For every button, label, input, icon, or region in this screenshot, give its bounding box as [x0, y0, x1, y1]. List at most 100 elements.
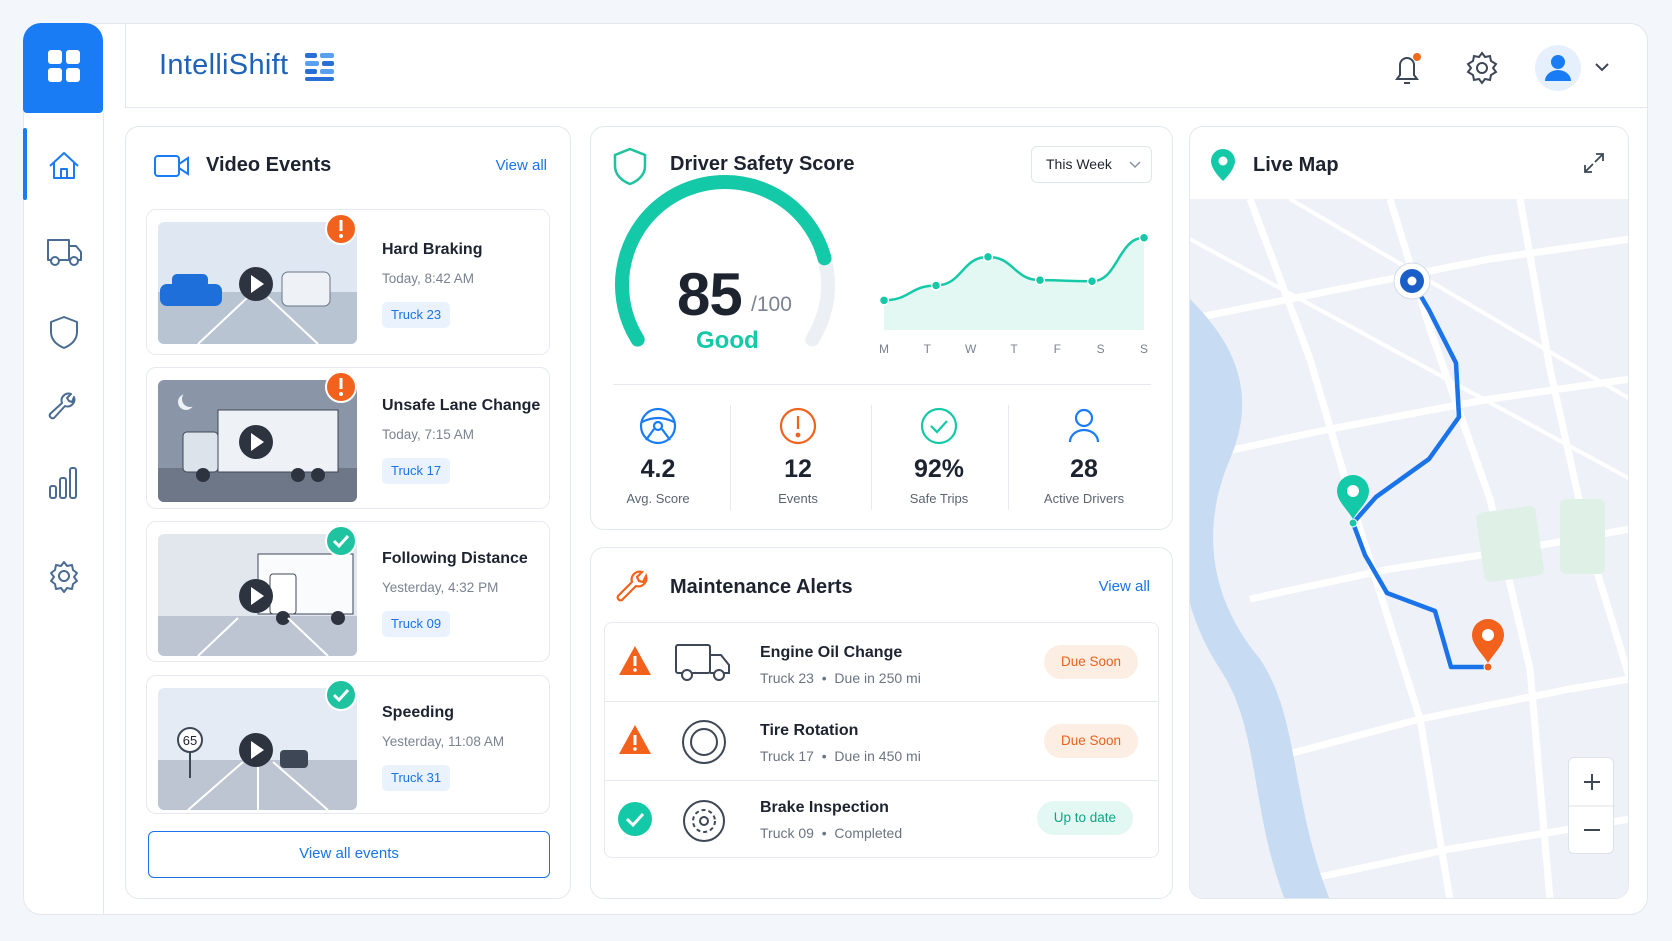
stat-label: Active Drivers: [1043, 491, 1125, 506]
ok-icon: [618, 802, 652, 836]
user-menu[interactable]: [1535, 45, 1609, 91]
score-rating: Good: [696, 327, 759, 354]
alert-badge: [325, 213, 357, 245]
alert-detail: Truck 23 • Due in 250 mi: [760, 670, 921, 686]
stat-label: Avg. Score: [626, 491, 690, 506]
event-title: Unsafe Lane Change: [382, 397, 541, 414]
sidebar-nav[interactable]: [44, 140, 84, 600]
app-logo[interactable]: [23, 23, 103, 113]
view-all-link[interactable]: View all: [495, 157, 547, 174]
truck-icon[interactable]: [47, 239, 82, 266]
divider: [871, 405, 872, 510]
stat-value: 12: [784, 455, 812, 483]
pin-icon: [1211, 149, 1235, 181]
event-title: Following Distance: [382, 550, 528, 567]
truck-tag[interactable]: Truck 09: [382, 611, 451, 637]
status-badge: Due Soon: [1043, 724, 1138, 758]
stat-value: 92%: [913, 455, 965, 483]
event-thumbnail: [158, 534, 357, 656]
alert-due: Due in 450 mi: [834, 748, 921, 764]
event-time: Yesterday, 11:08 AM: [382, 734, 505, 749]
river: [1190, 299, 1330, 898]
divider: [730, 405, 731, 510]
video-event-item[interactable]: 65 Speeding Yesterday, 11:08 AM Truck 31: [146, 675, 550, 814]
header-actions[interactable]: [1385, 45, 1635, 93]
warning-icon: [619, 725, 651, 754]
alert-truck: Truck 17: [760, 748, 814, 764]
event-thumbnail: 65: [158, 688, 357, 810]
maintenance-title: Maintenance Alerts: [670, 576, 853, 598]
brand-icon: [305, 53, 334, 81]
truck-tag[interactable]: Truck 31: [382, 765, 451, 791]
status-badge: Due Soon: [1043, 645, 1138, 679]
stat-label: Safe Trips: [909, 491, 969, 506]
alert-due: Completed: [834, 825, 903, 841]
logo-icon: [48, 50, 80, 82]
gauge: [615, 174, 835, 347]
score-value: 85: [677, 261, 743, 328]
alert-due: Due in 250 mi: [834, 670, 921, 686]
status-badge: Up to date: [1036, 801, 1133, 835]
alert-title: Engine Oil Change: [760, 644, 903, 661]
header: [125, 23, 1648, 108]
event-thumbnail: [158, 222, 357, 344]
video-events-title: Video Events: [206, 154, 332, 176]
alert-truck: Truck 23: [760, 670, 814, 686]
zoom-control: [1568, 757, 1615, 854]
safety-icon[interactable]: [50, 316, 78, 349]
view-all-events-button[interactable]: View all events: [148, 831, 550, 878]
chevron: [1129, 161, 1141, 169]
truck-tag[interactable]: Truck 23: [382, 302, 451, 328]
live-map-card: Live Map: [1189, 126, 1629, 899]
event-time: Today, 8:42 AM: [382, 271, 475, 286]
video-event-item[interactable]: Unsafe Lane Change Today, 7:15 AM Truck …: [146, 367, 550, 509]
sidebar-border: [103, 113, 104, 915]
brand-name: IntelliShift: [159, 49, 289, 81]
truck-tag[interactable]: Truck 17: [382, 458, 451, 484]
event-title: Hard Braking: [382, 241, 483, 258]
alert-title: Brake Inspection: [760, 799, 889, 816]
map[interactable]: [1190, 199, 1629, 899]
video-icon: [154, 155, 189, 177]
wrench-icon: [616, 570, 648, 602]
notifications-button[interactable]: [1395, 53, 1421, 84]
reports-icon[interactable]: [49, 467, 77, 499]
shield-icon: [613, 147, 647, 186]
warning-icon: [619, 646, 651, 675]
alert-detail: Truck 17 • Due in 450 mi: [760, 748, 921, 764]
alert-row[interactable]: Engine Oil Change Truck 23 • Due in 250 …: [605, 623, 1158, 702]
tools-icon[interactable]: [48, 392, 76, 420]
event-time: Today, 7:15 AM: [382, 427, 475, 442]
tire-icon: [682, 720, 726, 764]
divider: [1008, 405, 1009, 510]
safety-title: Driver Safety Score: [670, 153, 855, 175]
alert-row[interactable]: Brake Inspection Truck 09 • Completed Up…: [605, 781, 1158, 858]
settings-icon[interactable]: [50, 561, 78, 593]
home-icon[interactable]: [49, 152, 79, 179]
stat-label: Events: [778, 491, 818, 506]
period-label: This Week: [1046, 156, 1112, 172]
alert-row[interactable]: Tire Rotation Truck 17 • Due in 450 mi D…: [605, 702, 1158, 781]
zoom-in[interactable]: [1584, 774, 1600, 790]
view-all-link[interactable]: View all: [1098, 578, 1150, 595]
maintenance-card: Maintenance Alerts View all Engine Oil C…: [590, 547, 1173, 899]
period-select[interactable]: This Week: [1031, 146, 1152, 183]
alert-title: Tire Rotation: [760, 722, 859, 739]
active-indicator: [23, 128, 27, 200]
video-events-card: Video Events View all Hard Braking Today…: [125, 126, 571, 899]
brake-icon: [683, 800, 725, 842]
expand-button[interactable]: [1582, 151, 1606, 175]
video-event-item[interactable]: Hard Braking Today, 8:42 AM Truck 23: [146, 209, 550, 355]
route: [1350, 279, 1488, 670]
stat-value: 4.2: [640, 455, 676, 483]
alert-truck: Truck 09: [760, 825, 814, 841]
settings-button[interactable]: [1466, 51, 1498, 85]
divider: [613, 384, 1151, 385]
alert-detail: Truck 09 • Completed: [760, 825, 903, 841]
map-title: Live Map: [1253, 154, 1339, 176]
stat-value: 28: [1070, 455, 1098, 483]
ok-badge: [325, 525, 357, 557]
event-title: Speeding: [382, 704, 455, 721]
video-event-item[interactable]: Following Distance Yesterday, 4:32 PM Tr…: [146, 521, 550, 662]
